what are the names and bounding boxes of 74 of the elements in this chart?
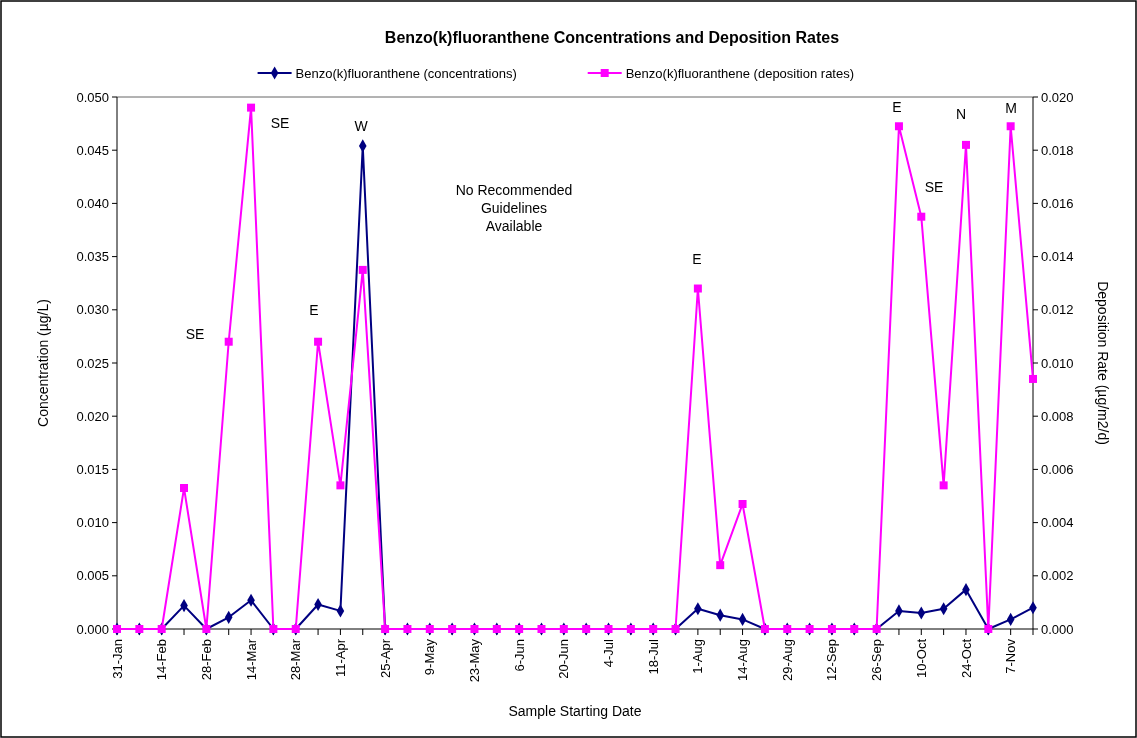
x-tick-label: 10-Oct [913, 638, 929, 679]
point [224, 337, 233, 346]
x-tick-label: 25-Apr [377, 638, 393, 679]
x-tick-label: 1-Aug [690, 639, 706, 674]
point [939, 481, 948, 490]
legend-label: Benzo(k)fluoranthene (deposition rates) [625, 65, 855, 81]
x-tick-label: 14-Mar [243, 638, 259, 681]
x-tick-label: 14-Feb [154, 639, 170, 681]
y2-tick-label: 0.006 [1041, 461, 1074, 477]
y-tick-label: 0.010 [76, 515, 109, 531]
x-tick-label: 4-Jul [601, 638, 617, 668]
chart-title: Benzo(k)fluoranthene Concentrations and Deposition Rates [384, 29, 840, 46]
annotation: W [354, 118, 369, 134]
point [180, 484, 189, 493]
point [716, 561, 725, 570]
y2-tick-label: 0.002 [1041, 568, 1074, 584]
y-tick-label: 0.025 [76, 355, 109, 371]
point [247, 103, 256, 112]
annotation: SE [270, 115, 290, 131]
annotation: SE [185, 326, 205, 342]
x-tick-label: 9-May [422, 638, 438, 676]
y-tick-label: 0.045 [76, 142, 109, 158]
y-tick-label: 0.035 [76, 249, 109, 265]
x-tick-label: 11-Apr [332, 638, 348, 678]
annotation: E [892, 99, 902, 115]
x-axis-title: Sample Starting Date [508, 703, 642, 719]
point [961, 140, 970, 149]
x-tick-label: 14-Aug [735, 639, 751, 681]
x-tick-label: 26-Sep [869, 639, 885, 681]
annotation: N [955, 106, 967, 122]
x-tick-label: 6-Jun [511, 639, 527, 672]
y2-tick-label: 0.018 [1041, 142, 1074, 158]
y2-tick-label: 0.008 [1041, 408, 1074, 424]
annotation: M [1005, 100, 1017, 116]
point [738, 499, 747, 508]
point [336, 481, 345, 490]
y-tick-label: 0.030 [76, 302, 109, 318]
y-tick-label: 0.005 [76, 568, 109, 584]
y2-tick-label: 0.016 [1041, 195, 1074, 211]
x-tick-label: 24-Oct [958, 638, 974, 679]
y2-tick-label: 0.000 [1041, 621, 1074, 637]
legend-label: Benzo(k)fluoranthene (concentrations) [295, 65, 517, 81]
point [1029, 374, 1037, 383]
point [1006, 122, 1015, 131]
y-tick-label: 0.015 [76, 461, 109, 477]
x-tick-label: 28-Feb [198, 639, 214, 681]
x-tick-label: 28-Mar [288, 638, 304, 681]
point [358, 265, 367, 274]
y2-tick-label: 0.004 [1041, 515, 1074, 531]
y-tick-label: 0.040 [76, 195, 109, 211]
x-tick-label: 12-Sep [824, 639, 840, 681]
x-tick-label: 7-Nov [1003, 638, 1019, 674]
y2-axis-title: Deposition Rate (µg/m2/d) [1095, 281, 1111, 445]
x-tick-label: 20-Jun [556, 639, 572, 679]
x-tick-label: 18-Jul [645, 638, 661, 675]
x-tick-label: 23-May [467, 638, 483, 683]
annotation: E [309, 302, 319, 318]
annotation: No Recommended Guidelines Available [455, 182, 573, 234]
annotation: E [692, 251, 702, 267]
y-tick-label: 0.050 [76, 89, 109, 105]
point [917, 212, 926, 221]
annotation: SE [924, 179, 944, 195]
x-tick-label: 29-Aug [779, 639, 795, 681]
y2-tick-label: 0.020 [1041, 89, 1074, 105]
point [693, 284, 702, 293]
y-axis-title: Concentration (µg/L) [35, 299, 51, 427]
point [894, 122, 903, 131]
point [314, 337, 323, 346]
x-tick-label: 31-Jan [109, 639, 125, 679]
y-tick-label: 0.020 [76, 408, 109, 424]
y2-tick-label: 0.010 [1041, 355, 1074, 371]
y2-tick-label: 0.012 [1041, 302, 1074, 318]
y2-tick-label: 0.014 [1041, 249, 1074, 265]
y-tick-label: 0.000 [76, 621, 109, 637]
